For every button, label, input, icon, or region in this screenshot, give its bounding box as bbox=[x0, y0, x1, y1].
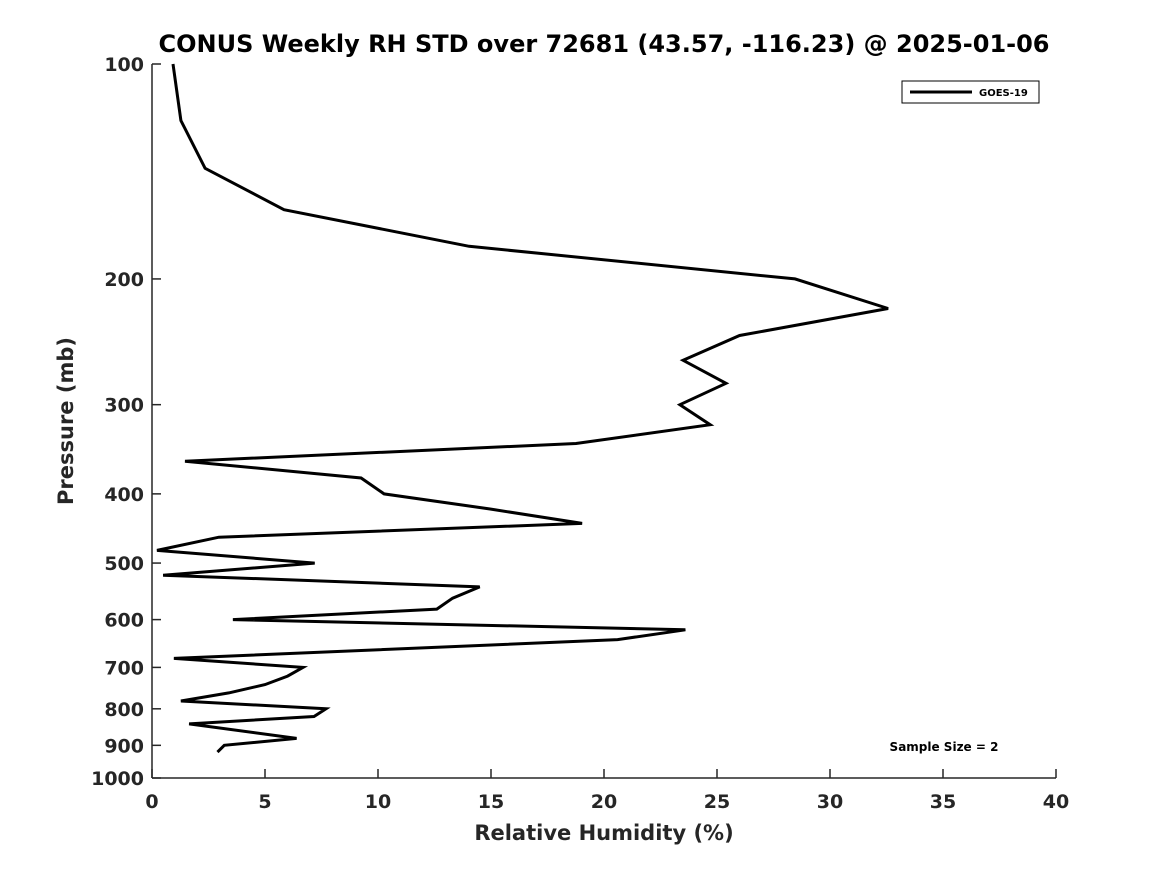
y-tick-label: 900 bbox=[104, 735, 144, 757]
y-tick-label: 300 bbox=[104, 395, 144, 417]
y-tick-label: 800 bbox=[104, 699, 144, 721]
legend: GOES-19 bbox=[902, 81, 1039, 103]
x-tick-label: 25 bbox=[704, 791, 730, 813]
chart-title: CONUS Weekly RH STD over 72681 (43.57, -… bbox=[158, 30, 1049, 58]
y-tick-label: 700 bbox=[104, 657, 144, 679]
y-tick-label: 1000 bbox=[91, 768, 144, 790]
y-tick-label: 500 bbox=[104, 553, 144, 575]
x-axis-label: Relative Humidity (%) bbox=[474, 821, 733, 845]
y-axis-label: Pressure (mb) bbox=[54, 337, 78, 505]
y-tick-label: 600 bbox=[104, 610, 144, 632]
y-tick-label: 200 bbox=[104, 269, 144, 291]
x-tick-label: 35 bbox=[930, 791, 956, 813]
x-tick-label: 0 bbox=[145, 791, 158, 813]
sample-size-annotation: Sample Size = 2 bbox=[890, 740, 999, 754]
x-tick-label: 10 bbox=[365, 791, 391, 813]
x-tick-label: 40 bbox=[1043, 791, 1069, 813]
x-tick-label: 20 bbox=[591, 791, 617, 813]
series-line-goes-19 bbox=[157, 64, 888, 752]
legend-label: GOES-19 bbox=[979, 88, 1028, 99]
y-tick-label: 100 bbox=[104, 54, 144, 76]
x-tick-label: 15 bbox=[478, 791, 504, 813]
y-tick-label: 400 bbox=[104, 484, 144, 506]
x-tick-label: 5 bbox=[258, 791, 271, 813]
x-tick-label: 30 bbox=[817, 791, 843, 813]
